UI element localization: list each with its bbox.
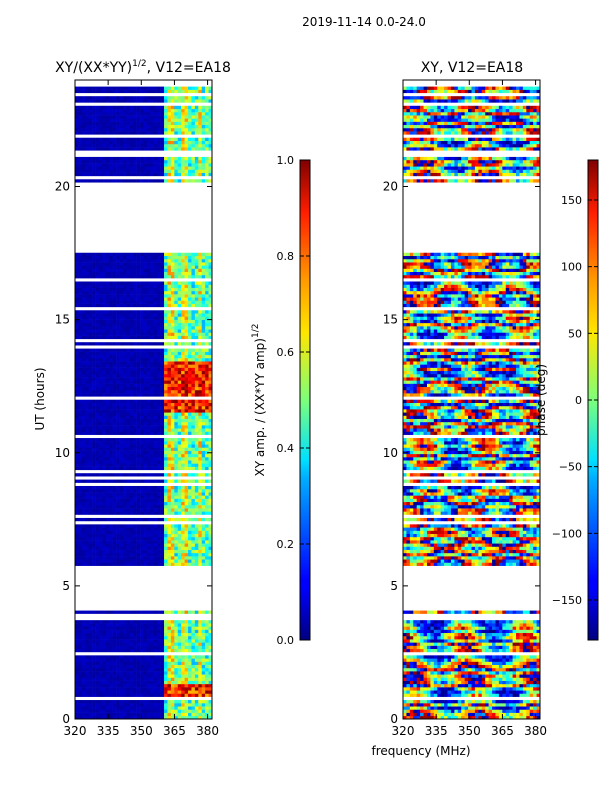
panel-b-xtick-label: 350 [458, 724, 481, 738]
y-axis-label: UT (hours) [33, 367, 47, 430]
colorbar-amplitude-label: XY amp. / (XX*YY amp)1/2 [251, 324, 267, 477]
colorbar-phase-tick-label: 50 [568, 327, 582, 340]
colorbar-phase-tick-label: −50 [559, 461, 582, 474]
panel-a-ytick-label: 10 [55, 446, 70, 460]
colorbar-phase-tick-label: 150 [561, 194, 582, 207]
panel-a-axes: 320 335 350 365 380 0 5 10 15 20 [55, 80, 219, 738]
panel-a-xtick-label: 380 [196, 724, 219, 738]
panel-a-xtick-label: 365 [163, 724, 186, 738]
colorbar-amplitude [299, 159, 311, 641]
panel-a-xtick-label: 350 [130, 724, 153, 738]
colorbar-phase-tick-label: −150 [552, 594, 582, 607]
colorbar-phase-label: phase (deg) [534, 364, 548, 436]
colorbar-amplitude-ticks: 0.0 0.2 0.4 0.6 0.8 1.0 [277, 154, 310, 647]
panel-a-title: XY/(XX*YY)1/2, V12=EA18 [55, 59, 231, 76]
colorbar-phase-tick-label: −100 [552, 527, 582, 540]
panel-a-ytick-label: 15 [55, 313, 70, 327]
x-axis-label: frequency (MHz) [371, 744, 470, 758]
colorbar-amplitude-label-main: XY amp. / (XX*YY amp) [253, 338, 267, 476]
heatmap-amplitude [75, 80, 212, 719]
colorbar-phase-ticks: −150 −100 −50 0 50 100 150 [552, 194, 598, 607]
panel-b-axes: 320 335 350 365 380 0 5 10 15 20 [383, 80, 547, 738]
colorbar-amplitude-tick-label: 0.2 [277, 538, 295, 551]
panel-b-ytick-label: 0 [390, 712, 398, 726]
panel-b-frame [402, 79, 541, 720]
panel-b-title: XY, V12=EA18 [421, 60, 523, 76]
heatmap-phase [403, 80, 540, 719]
panel-a-title-sup: 1/2 [132, 59, 146, 69]
panel-a-title-main: XY/(XX*YY) [55, 60, 132, 76]
panel-a-ytick-label: 5 [62, 579, 70, 593]
panel-a-ytick-label: 0 [62, 712, 70, 726]
colorbar-amplitude-tick-label: 0.4 [277, 442, 295, 455]
colorbar-amplitude-tick-label: 0.0 [277, 634, 295, 647]
colorbar-amplitude-tick-label: 0.8 [277, 250, 295, 263]
panel-b-xtick-label: 365 [491, 724, 514, 738]
panel-a-title-suffix: , V12=EA18 [147, 60, 231, 76]
panel-b-ytick-label: 20 [383, 180, 398, 194]
colorbar-phase-tick-label: 100 [561, 261, 582, 274]
panel-b-xtick-label: 335 [425, 724, 448, 738]
panel-b-ytick-label: 5 [390, 579, 398, 593]
figure-title: 2019-11-14 0.0-24.0 [302, 15, 426, 29]
colorbar-amplitude-tick-label: 0.6 [277, 346, 295, 359]
panel-b-xtick-label: 320 [392, 724, 415, 738]
colorbar-amplitude-label-sup: 1/2 [251, 324, 261, 338]
panel-b-ytick-label: 15 [383, 313, 398, 327]
panel-a-frame [74, 79, 213, 720]
panel-a-xtick-label: 335 [97, 724, 120, 738]
panel-b-xtick-label: 380 [524, 724, 547, 738]
panel-a-ytick-label: 20 [55, 180, 70, 194]
colorbar-phase-tick-label: 0 [575, 394, 582, 407]
colorbar-amplitude-tick-label: 1.0 [277, 154, 295, 167]
panel-b-ytick-label: 10 [383, 446, 398, 460]
panel-a-xtick-label: 320 [64, 724, 87, 738]
